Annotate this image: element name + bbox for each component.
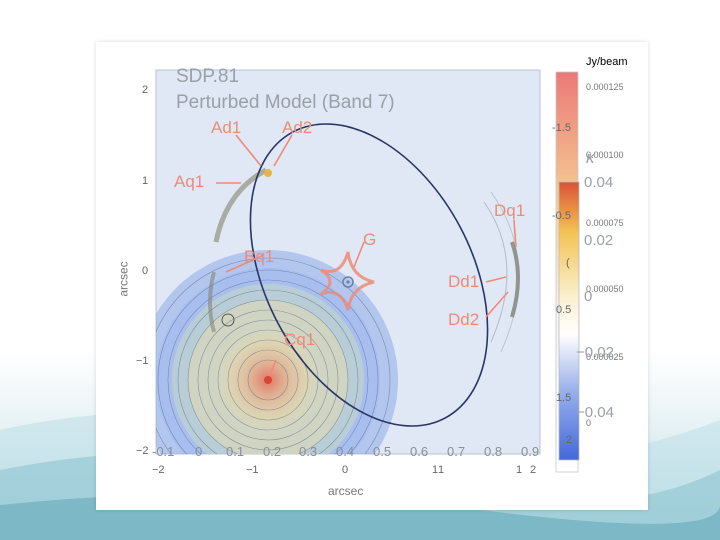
figure-subtitle: Perturbed Model (Band 7)	[176, 92, 395, 113]
y-tick: −1	[136, 355, 149, 367]
kappa-tick: 0.04	[584, 174, 614, 191]
y-tick: 2	[142, 84, 149, 96]
flux-units-label: Jy/beam	[586, 56, 628, 68]
kappa-tick: 0	[584, 288, 593, 305]
right-fragment: 1.5	[556, 392, 572, 404]
y-tick: 1	[142, 175, 149, 187]
label-ad1: Ad1	[211, 118, 242, 137]
label-ad2: Ad2	[282, 118, 313, 137]
caustic-curve	[320, 251, 375, 311]
overlay-x-tick: 0.7	[447, 444, 466, 459]
critical-ellipse	[249, 123, 489, 427]
overlay-x-tick: 0.5	[373, 444, 392, 459]
overlay-x-tick: -0.1	[152, 444, 175, 459]
flux-tick: 0.000075	[586, 218, 624, 228]
kappa-tick: 0.02	[584, 232, 614, 249]
lens-map	[155, 69, 580, 473]
kappa-tick: −0.04	[576, 404, 614, 421]
flux-tick: 0.000125	[586, 82, 624, 92]
overlay-x-tick: 0.1	[226, 444, 245, 459]
y-tick: 0	[142, 265, 149, 277]
x-tick: 2	[530, 464, 537, 476]
kappa-tick: −0.02	[576, 344, 614, 361]
x-axis-label: arcsec	[328, 484, 364, 498]
right-y-tick: -1.5	[552, 122, 571, 134]
x-tick: 1	[432, 464, 439, 476]
x-tick: −1	[246, 464, 259, 476]
flux-tick: 0.000025	[586, 352, 624, 362]
x-tick-extra: 1	[438, 464, 445, 476]
lensed-arc-d	[510, 241, 520, 318]
label-dd2: Dd2	[448, 310, 480, 329]
overlay-x-tick: 0.9	[521, 444, 540, 459]
kappa-symbol: κ	[586, 148, 595, 167]
figure-title: SDP.81	[176, 66, 240, 87]
overlay-x-tick: 0.6	[410, 444, 429, 459]
flux-tick: 0.000100	[586, 150, 624, 160]
label-g: G	[363, 230, 377, 249]
overlay-x-tick: 0.2	[263, 444, 282, 459]
overlay-x-tick: 0.4	[336, 444, 355, 459]
label-bq1: Bq1	[244, 247, 275, 266]
y-axis-label: arcsec	[116, 261, 131, 297]
label-dq1: Dq1	[494, 201, 526, 220]
x-tick: 0	[342, 464, 349, 476]
label-dd1: Dd1	[448, 272, 480, 291]
flux-tick: 0	[586, 418, 592, 428]
x-tick: −2	[152, 464, 165, 476]
right-fragment: 0.5	[556, 304, 572, 316]
right-fragment: 2	[566, 434, 573, 446]
overlay-x-tick: 0	[195, 444, 203, 459]
label-cq1: Cq1	[284, 330, 316, 349]
flux-tick: 0.000050	[586, 284, 624, 294]
lens-model-figure: SDP.81 Perturbed Model (Band 7) Jy/beam …	[96, 42, 648, 510]
overlay-x-tick: 0.8	[484, 444, 503, 459]
kappa-colorbar	[559, 182, 579, 460]
right-y-tick: -0.5	[552, 210, 571, 222]
overlay-x-tick: 0.3	[299, 444, 318, 459]
right-fragment: (	[566, 257, 570, 269]
label-aq1: Aq1	[174, 172, 205, 191]
y-tick: −2	[136, 445, 149, 457]
x-tick-extra: 1	[516, 464, 523, 476]
